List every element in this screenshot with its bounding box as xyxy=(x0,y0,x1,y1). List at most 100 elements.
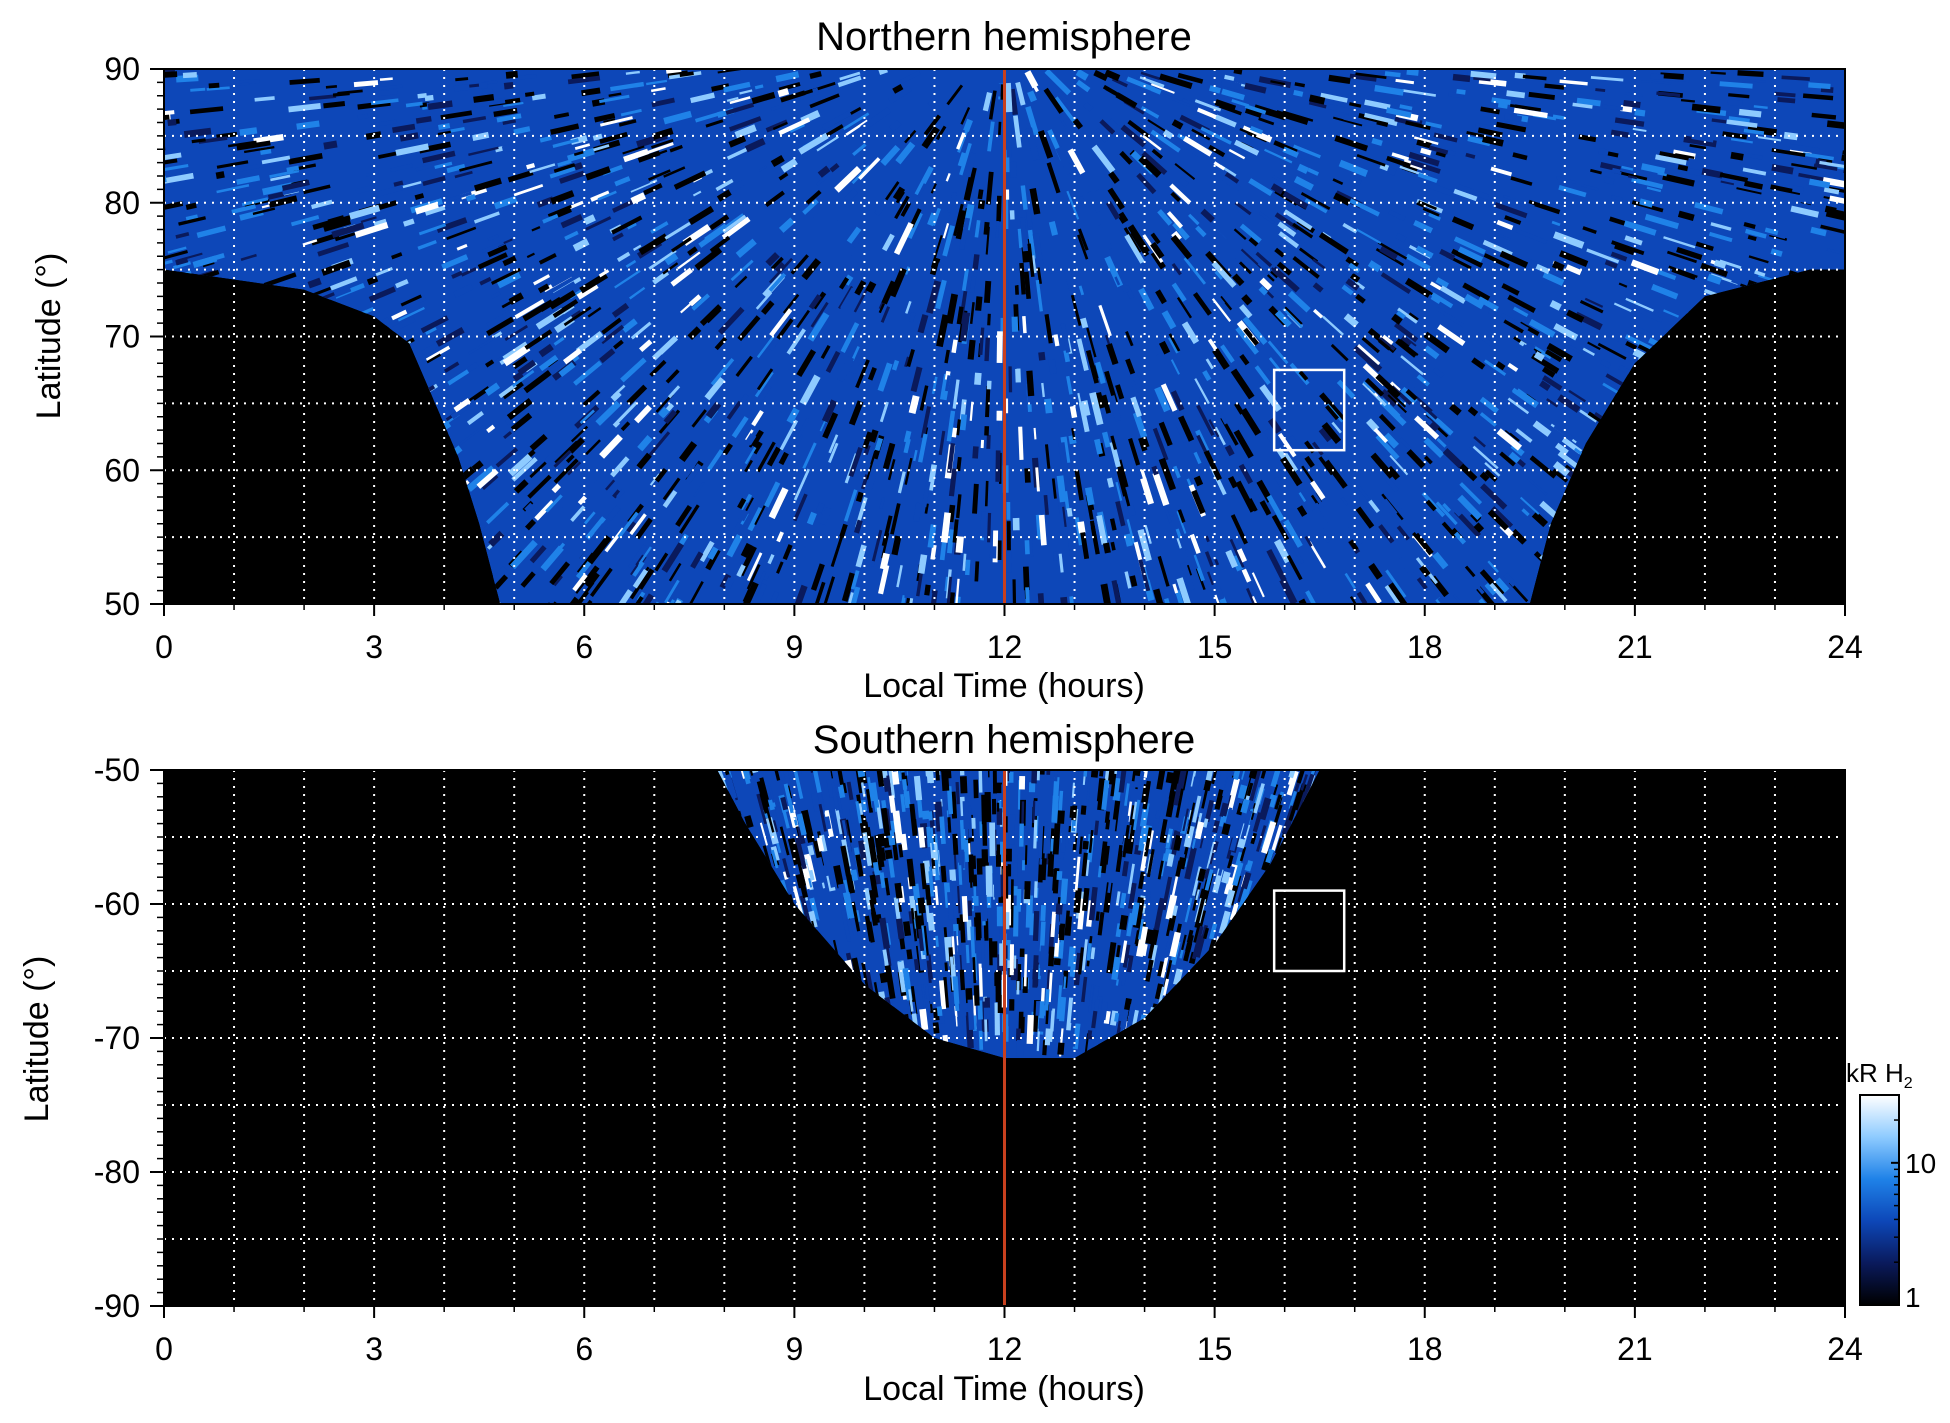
n-emission-streak xyxy=(1173,465,1181,479)
n-emission-streak xyxy=(1503,572,1517,587)
n-emission-streak xyxy=(1171,262,1182,276)
s-emission-streak xyxy=(1097,865,1102,878)
n-emission-streak xyxy=(797,417,810,437)
n-emission-streak xyxy=(626,521,638,534)
n-emission-streak xyxy=(1257,262,1278,281)
n-emission-streak xyxy=(979,327,985,355)
n-emission-streak xyxy=(514,298,545,319)
n-emission-streak xyxy=(908,395,920,415)
n-emission-streak xyxy=(440,110,473,120)
s-emission-streak xyxy=(861,962,870,991)
n-emission-streak xyxy=(840,322,860,353)
n-y-tick-label: 90 xyxy=(104,51,140,87)
n-emission-streak xyxy=(1078,285,1085,296)
n-emission-streak xyxy=(1710,222,1732,231)
s-emission-streak xyxy=(978,963,983,997)
n-emission-streak xyxy=(665,369,680,384)
n-emission-streak xyxy=(563,306,592,327)
n-emission-streak xyxy=(309,94,337,101)
n-emission-streak xyxy=(231,204,257,214)
n-emission-streak xyxy=(1503,194,1535,208)
n-emission-streak xyxy=(947,592,955,604)
n-emission-streak xyxy=(1060,323,1071,353)
s-emission-streak xyxy=(1202,818,1209,828)
n-emission-streak xyxy=(1345,256,1360,269)
s-emission-streak xyxy=(1047,854,1055,877)
n-emission-streak xyxy=(1219,295,1233,311)
n-emission-streak xyxy=(574,143,591,150)
n-emission-streak xyxy=(652,127,674,140)
n-emission-streak xyxy=(1375,373,1401,398)
s-emission-streak xyxy=(972,957,977,984)
s-emission-streak xyxy=(795,873,805,889)
s-emission-streak xyxy=(1073,952,1083,986)
n-emission-streak xyxy=(614,269,641,289)
s-emission-streak xyxy=(935,935,939,947)
n-emission-streak xyxy=(1200,208,1215,223)
s-emission-streak xyxy=(1097,912,1105,936)
n-emission-streak xyxy=(1610,251,1628,262)
n-emission-streak xyxy=(1024,200,1033,228)
n-emission-streak xyxy=(1108,395,1122,422)
n-emission-streak xyxy=(770,97,802,112)
n-emission-streak xyxy=(486,501,510,525)
n-emission-streak xyxy=(1558,185,1587,198)
s-emission-streak xyxy=(869,899,877,918)
n-emission-streak xyxy=(1048,358,1057,375)
n-emission-streak xyxy=(824,124,844,138)
n-emission-streak xyxy=(1479,396,1499,414)
n-emission-streak xyxy=(459,160,493,172)
n-emission-streak xyxy=(793,468,810,501)
n-emission-streak xyxy=(1709,216,1737,227)
n-emission-streak xyxy=(454,170,473,179)
s-emission-streak xyxy=(936,787,941,803)
n-emission-streak xyxy=(254,96,275,102)
n-emission-streak xyxy=(1236,548,1248,563)
s-emission-streak xyxy=(1024,881,1031,900)
n-emission-streak xyxy=(699,304,723,326)
n-emission-streak xyxy=(1808,82,1831,90)
s-emission-streak xyxy=(973,779,979,799)
n-emission-streak xyxy=(1421,491,1446,518)
n-emission-streak xyxy=(1307,167,1320,176)
n-emission-streak xyxy=(185,202,197,210)
n-emission-streak xyxy=(1442,502,1452,513)
s-emission-streak xyxy=(855,854,864,877)
n-emission-streak xyxy=(1770,248,1783,257)
s-emission-streak xyxy=(1090,947,1096,960)
n-emission-streak xyxy=(1298,492,1307,503)
s-emission-streak xyxy=(810,792,821,812)
n-emission-streak xyxy=(1025,106,1039,136)
n-emission-streak xyxy=(772,121,788,131)
n-emission-streak xyxy=(1066,507,1073,517)
n-emission-streak xyxy=(481,474,499,490)
s-emission-streak xyxy=(1229,770,1241,772)
n-emission-streak xyxy=(378,84,404,90)
n-emission-streak xyxy=(1391,78,1404,86)
n-emission-streak xyxy=(1803,602,1821,604)
s-emission-streak xyxy=(1072,1034,1076,1047)
s-emission-streak xyxy=(1214,789,1225,810)
s-emission-streak xyxy=(1155,809,1162,820)
s-emission-streak xyxy=(1033,881,1038,898)
n-emission-streak xyxy=(779,419,799,451)
s-emission-streak xyxy=(1056,870,1063,881)
n-emission-streak xyxy=(1170,390,1185,412)
n-emission-streak xyxy=(1771,163,1794,175)
s-emission-streak xyxy=(1194,897,1206,928)
n-emission-streak xyxy=(688,205,715,226)
n-emission-streak xyxy=(740,542,753,558)
s-emission-streak xyxy=(1218,910,1231,935)
n-emission-streak xyxy=(302,239,318,246)
n-emission-streak xyxy=(942,225,955,257)
s-emission-streak xyxy=(1204,869,1214,891)
n-emission-streak xyxy=(1676,246,1703,261)
n-emission-streak xyxy=(196,225,227,239)
s-emission-streak xyxy=(770,845,780,862)
n-emission-streak xyxy=(891,535,902,556)
n-emission-streak xyxy=(1748,255,1769,264)
n-emission-streak xyxy=(952,379,960,409)
n-emission-streak xyxy=(858,157,881,181)
s-emission-streak xyxy=(1083,770,1089,777)
n-emission-streak xyxy=(1150,129,1181,153)
